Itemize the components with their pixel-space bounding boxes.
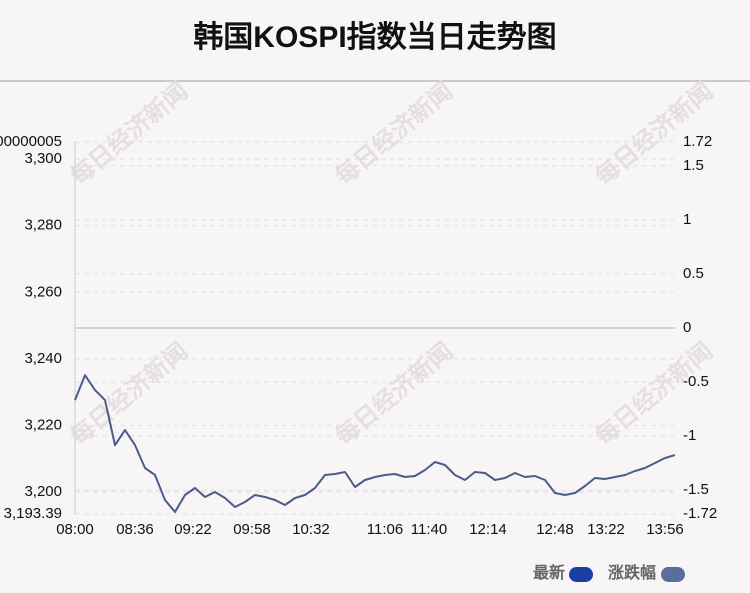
- watermark: 每日经济新闻: [64, 76, 193, 191]
- x-tick-label: 11:06: [367, 521, 403, 538]
- x-tick-label: 08:36: [116, 521, 154, 538]
- y-tick-label: 3,240: [24, 350, 62, 367]
- y-tick-label: 3,200: [24, 483, 62, 500]
- y-tick-label: 3,220: [24, 416, 62, 433]
- y2-tick-label: 0.5: [683, 265, 704, 282]
- y2-tick-label: 0: [683, 319, 691, 336]
- x-tick-label: 10:32: [292, 521, 330, 538]
- y-tick-label: 3,193.39: [4, 505, 62, 522]
- y2-tick-label: -0.5: [683, 373, 709, 390]
- legend-swatch: [661, 567, 685, 582]
- x-tick-label: 12:14: [469, 521, 507, 538]
- watermark: 每日经济新闻: [589, 336, 718, 451]
- legend-label: 涨跌幅: [608, 563, 656, 582]
- x-tick-label: 08:00: [56, 521, 94, 538]
- y2-tick-label: 1: [683, 211, 691, 228]
- y-tick-label: 3,280: [24, 217, 62, 234]
- chart-title: 韩国KOSPI指数当日走势图: [193, 21, 556, 54]
- watermark: 每日经济新闻: [329, 76, 458, 191]
- y2-tick-label: 1.72: [683, 133, 712, 150]
- price-line: [74, 374, 676, 513]
- y-tick-label: 3,300: [24, 150, 62, 167]
- x-tick-label: 12:48: [536, 521, 574, 538]
- y2-tick-label: 1.5: [683, 157, 704, 174]
- watermark: 每日经济新闻: [329, 336, 458, 451]
- y-tick-label: 3,305.1500000005: [0, 133, 62, 150]
- x-tick-label: 09:22: [174, 521, 212, 538]
- y2-tick-label: -1: [683, 427, 696, 444]
- x-tick-label: 13:56: [646, 521, 684, 538]
- x-tick-label: 09:58: [233, 521, 271, 538]
- legend-label: 最新: [533, 563, 565, 582]
- x-tick-label: 13:22: [587, 521, 625, 538]
- legend-swatch: [569, 567, 593, 582]
- x-tick-label: 11:40: [411, 521, 447, 538]
- y-tick-label: 3,260: [24, 283, 62, 300]
- watermark: 每日经济新闻: [64, 336, 193, 451]
- y2-tick-label: -1.5: [683, 481, 709, 498]
- y2-tick-label: -1.72: [683, 505, 717, 522]
